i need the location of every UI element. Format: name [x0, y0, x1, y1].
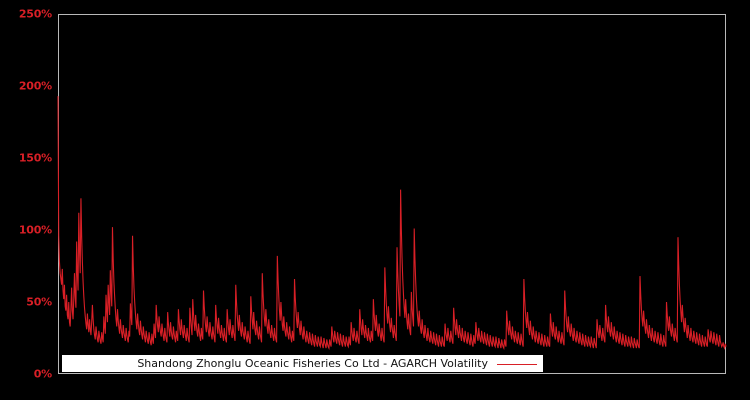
y-tick-label-200pct: 200%: [18, 79, 52, 93]
legend-label: Shandong Zhonglu Oceanic Fisheries Co Lt…: [137, 357, 488, 370]
y-axis: 0% 50% 100% 150% 200% 250%: [0, 0, 56, 400]
plot-area: [58, 14, 726, 374]
y-tick-label-50pct: 50%: [26, 295, 52, 309]
y-tick-label-100pct: 100%: [18, 223, 52, 237]
y-tick-label-150pct: 150%: [18, 151, 52, 165]
y-tick-label-0pct: 0%: [33, 367, 52, 381]
y-tick-label-250pct: 250%: [18, 7, 52, 21]
agarch-volatility-line: [57, 96, 727, 351]
legend-line-swatch: [497, 358, 537, 369]
chart-legend[interactable]: Shandong Zhonglu Oceanic Fisheries Co Lt…: [62, 355, 543, 372]
